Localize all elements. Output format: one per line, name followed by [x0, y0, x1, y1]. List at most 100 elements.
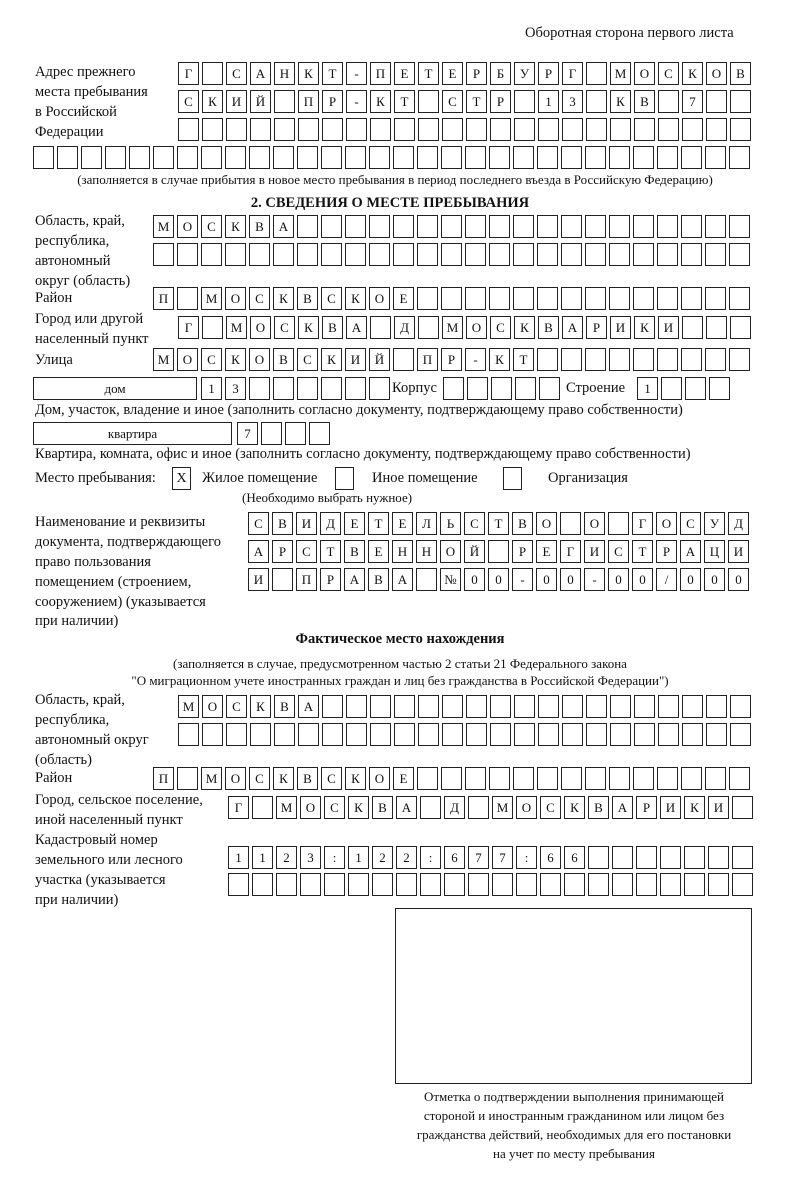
- letter-cell[interactable]: О: [300, 796, 321, 819]
- letter-cell[interactable]: [585, 348, 606, 371]
- letter-cell[interactable]: [273, 146, 294, 169]
- letter-cell[interactable]: Т: [632, 540, 653, 563]
- letter-cell[interactable]: [468, 873, 489, 896]
- letter-cell[interactable]: [681, 146, 702, 169]
- letter-cell[interactable]: [468, 796, 489, 819]
- letter-cell[interactable]: [129, 146, 150, 169]
- letter-cell[interactable]: [657, 243, 678, 266]
- letter-cell[interactable]: [177, 287, 198, 310]
- letter-cell[interactable]: [417, 767, 438, 790]
- letter-cell[interactable]: [564, 873, 585, 896]
- letter-cell[interactable]: [321, 243, 342, 266]
- letter-cell[interactable]: [608, 512, 629, 535]
- letter-cell[interactable]: К: [634, 316, 655, 339]
- letter-cell[interactable]: [420, 796, 441, 819]
- letter-cell[interactable]: [297, 215, 318, 238]
- letter-cell[interactable]: [682, 695, 703, 718]
- letter-cell[interactable]: [588, 846, 609, 869]
- letter-cell[interactable]: [705, 287, 726, 310]
- letter-cell[interactable]: [513, 146, 534, 169]
- letter-cell[interactable]: К: [225, 348, 246, 371]
- letter-cell[interactable]: А: [392, 568, 413, 591]
- letter-cell[interactable]: [561, 146, 582, 169]
- letter-cell[interactable]: [346, 695, 367, 718]
- letter-cell[interactable]: 2: [396, 846, 417, 869]
- letter-cell[interactable]: [370, 316, 391, 339]
- letter-cell[interactable]: О: [536, 512, 557, 535]
- letter-cell[interactable]: [274, 723, 295, 746]
- letter-cell[interactable]: [321, 146, 342, 169]
- residential-checkbox[interactable]: X: [172, 467, 191, 490]
- letter-cell[interactable]: 0: [536, 568, 557, 591]
- letter-cell[interactable]: [417, 287, 438, 310]
- letter-cell[interactable]: :: [420, 846, 441, 869]
- other-premises-checkbox[interactable]: [335, 467, 354, 490]
- letter-cell[interactable]: [586, 723, 607, 746]
- letter-cell[interactable]: А: [396, 796, 417, 819]
- letter-cell[interactable]: [513, 215, 534, 238]
- letter-cell[interactable]: Е: [394, 62, 415, 85]
- letter-cell[interactable]: П: [370, 62, 391, 85]
- letter-cell[interactable]: О: [466, 316, 487, 339]
- letter-cell[interactable]: [441, 767, 462, 790]
- letter-cell[interactable]: [585, 215, 606, 238]
- letter-cell[interactable]: В: [322, 316, 343, 339]
- letter-cell[interactable]: [732, 846, 753, 869]
- letter-cell[interactable]: [684, 873, 705, 896]
- letter-cell[interactable]: [729, 767, 750, 790]
- letter-cell[interactable]: [657, 215, 678, 238]
- letter-cell[interactable]: С: [296, 540, 317, 563]
- letter-cell[interactable]: [322, 695, 343, 718]
- letter-cell[interactable]: [609, 287, 630, 310]
- letter-cell[interactable]: С: [201, 348, 222, 371]
- letter-cell[interactable]: [225, 243, 246, 266]
- letter-cell[interactable]: К: [345, 287, 366, 310]
- letter-cell[interactable]: [441, 146, 462, 169]
- letter-cell[interactable]: [610, 118, 631, 141]
- letter-cell[interactable]: [346, 723, 367, 746]
- letter-cell[interactable]: Р: [490, 90, 511, 113]
- letter-cell[interactable]: [201, 146, 222, 169]
- letter-cell[interactable]: [586, 695, 607, 718]
- letter-cell[interactable]: [633, 287, 654, 310]
- letter-cell[interactable]: [661, 377, 682, 400]
- letter-cell[interactable]: [178, 723, 199, 746]
- letter-cell[interactable]: [658, 90, 679, 113]
- letter-cell[interactable]: [730, 90, 751, 113]
- letter-cell[interactable]: [658, 118, 679, 141]
- letter-cell[interactable]: [441, 243, 462, 266]
- letter-cell[interactable]: [561, 348, 582, 371]
- letter-cell[interactable]: [297, 146, 318, 169]
- letter-cell[interactable]: [345, 215, 366, 238]
- letter-cell[interactable]: О: [177, 215, 198, 238]
- letter-cell[interactable]: [418, 118, 439, 141]
- letter-cell[interactable]: [444, 873, 465, 896]
- letter-cell[interactable]: [394, 695, 415, 718]
- letter-cell[interactable]: Е: [368, 540, 389, 563]
- letter-cell[interactable]: [562, 695, 583, 718]
- letter-cell[interactable]: [418, 90, 439, 113]
- letter-cell[interactable]: К: [202, 90, 223, 113]
- letter-cell[interactable]: [252, 873, 273, 896]
- letter-cell[interactable]: Н: [416, 540, 437, 563]
- letter-cell[interactable]: С: [464, 512, 485, 535]
- letter-cell[interactable]: [442, 118, 463, 141]
- letter-cell[interactable]: [369, 243, 390, 266]
- letter-cell[interactable]: [636, 846, 657, 869]
- letter-cell[interactable]: В: [372, 796, 393, 819]
- letter-cell[interactable]: О: [177, 348, 198, 371]
- letter-cell[interactable]: О: [440, 540, 461, 563]
- letter-cell[interactable]: И: [610, 316, 631, 339]
- letter-cell[interactable]: [490, 118, 511, 141]
- letter-cell[interactable]: С: [297, 348, 318, 371]
- letter-cell[interactable]: М: [178, 695, 199, 718]
- letter-cell[interactable]: [273, 243, 294, 266]
- letter-cell[interactable]: К: [564, 796, 585, 819]
- letter-cell[interactable]: -: [512, 568, 533, 591]
- letter-cell[interactable]: П: [296, 568, 317, 591]
- letter-cell[interactable]: О: [516, 796, 537, 819]
- letter-cell[interactable]: Г: [560, 540, 581, 563]
- letter-cell[interactable]: [657, 767, 678, 790]
- letter-cell[interactable]: Т: [513, 348, 534, 371]
- letter-cell[interactable]: [609, 146, 630, 169]
